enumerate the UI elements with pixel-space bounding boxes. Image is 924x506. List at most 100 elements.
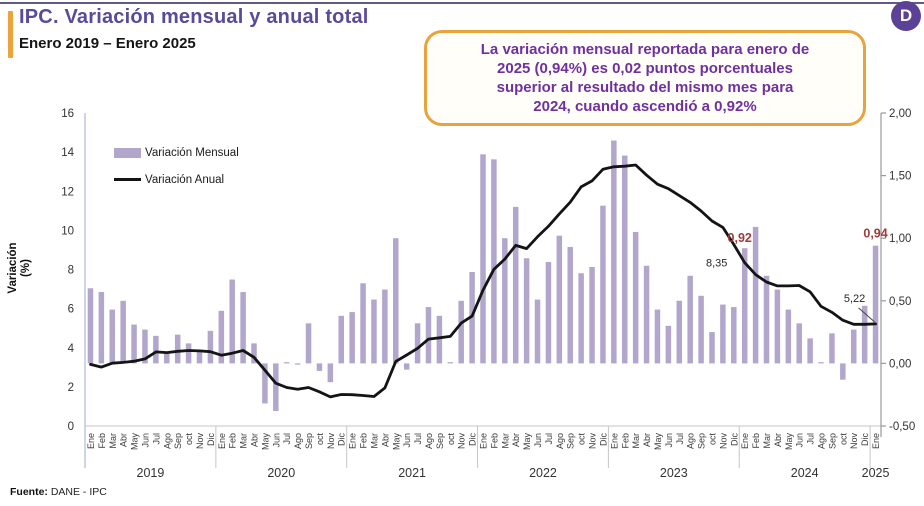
right-axis-tick-label: 0,50 bbox=[889, 296, 911, 308]
bar-mensual bbox=[654, 309, 661, 364]
left-axis-tick-label: 12 bbox=[61, 186, 74, 198]
bar-mensual bbox=[720, 304, 726, 364]
x-tick-label: Ene bbox=[609, 433, 619, 449]
legend-label-anual: Variación Anual bbox=[145, 173, 225, 186]
legend-bar-swatch bbox=[114, 147, 141, 158]
x-tick-label: Nov bbox=[326, 433, 336, 450]
x-tick-label: Dic bbox=[206, 433, 216, 446]
bar-mensual bbox=[338, 315, 344, 364]
bar-mensual bbox=[698, 295, 704, 364]
bar-mensual bbox=[731, 307, 737, 364]
year-label: 2025 bbox=[862, 466, 890, 480]
bar-mensual bbox=[403, 363, 410, 370]
bar-mensual bbox=[872, 245, 879, 364]
bar-mensual bbox=[589, 266, 595, 364]
bar-mensual bbox=[785, 309, 792, 364]
right-axis-tick-label: 0,00 bbox=[889, 358, 911, 370]
x-tick-label: May bbox=[522, 433, 532, 451]
year-label: 2023 bbox=[660, 466, 688, 480]
x-tick-label: Ago bbox=[817, 433, 827, 449]
annotation-leader-line bbox=[858, 307, 875, 323]
bar-mensual bbox=[196, 350, 203, 364]
bar-mensual bbox=[622, 155, 628, 364]
page-subtitle: Enero 2019 – Enero 2025 bbox=[19, 35, 196, 52]
x-tick-label: May bbox=[130, 433, 140, 451]
bar-mensual bbox=[502, 238, 508, 364]
callout-line-4: 2024, cuando ascendió a 0,92% bbox=[533, 98, 757, 115]
callout-line-2: 2025 (0,94%) es 0,02 puntos porcentuales bbox=[497, 60, 793, 77]
year-label: 2021 bbox=[398, 466, 426, 480]
left-axis-tick-label: 2 bbox=[68, 382, 74, 394]
x-tick-label: Jul bbox=[806, 433, 816, 445]
left-axis-tick-label: 8 bbox=[68, 265, 74, 277]
bar-mensual bbox=[185, 343, 192, 364]
bar-mensual bbox=[600, 205, 606, 364]
x-tick-label: Mar bbox=[500, 433, 510, 449]
x-tick-label: Feb bbox=[228, 433, 238, 449]
x-tick-label: May bbox=[260, 433, 270, 451]
x-tick-label: oct bbox=[838, 433, 848, 446]
x-tick-label: Mar bbox=[108, 433, 118, 449]
x-tick-label: Nov bbox=[718, 433, 728, 450]
x-tick-label: Jun bbox=[664, 433, 674, 448]
legend-line-swatch bbox=[114, 178, 141, 181]
x-tick-label: Ene bbox=[86, 433, 96, 449]
bar-mensual bbox=[240, 292, 246, 364]
x-tick-label: Feb bbox=[489, 433, 499, 449]
x-tick-label: Nov bbox=[457, 433, 467, 450]
title-accent-bar bbox=[8, 11, 13, 58]
x-tick-label: Sep bbox=[304, 433, 314, 449]
x-tick-label: Ago bbox=[424, 433, 434, 449]
x-tick-label: Dic bbox=[468, 433, 478, 446]
left-axis-tick-label: 10 bbox=[61, 225, 74, 237]
right-axis-tick-label: 2,00 bbox=[889, 108, 911, 120]
left-axis-tick-label: 16 bbox=[61, 108, 74, 120]
x-tick-label: Nov bbox=[588, 433, 598, 450]
year-label: 2020 bbox=[267, 466, 295, 480]
left-axis-tick-label: 4 bbox=[68, 343, 75, 355]
x-tick-label: Sep bbox=[827, 433, 837, 449]
x-tick-label: Jul bbox=[413, 433, 423, 445]
bar-mensual bbox=[709, 332, 715, 364]
bar-mensual bbox=[218, 310, 225, 364]
x-tick-label: Abr bbox=[250, 433, 260, 447]
x-tick-label: Jun bbox=[271, 433, 281, 448]
x-tick-label: Dic bbox=[860, 433, 870, 446]
left-axis-tick-label: 14 bbox=[61, 147, 74, 159]
bar-mensual bbox=[796, 323, 802, 364]
x-tick-label: Abr bbox=[773, 433, 783, 447]
x-tick-label: Feb bbox=[751, 433, 761, 449]
x-tick-label: Abr bbox=[642, 433, 652, 447]
bar-mensual bbox=[349, 312, 355, 364]
data-annotation: 0,94 bbox=[863, 227, 887, 241]
left-axis-tick-label: 0 bbox=[68, 421, 74, 433]
x-tick-label: Feb bbox=[620, 433, 630, 449]
data-annotation: 0,92 bbox=[728, 231, 752, 245]
bar-mensual bbox=[251, 343, 257, 364]
bar-mensual bbox=[142, 329, 148, 364]
x-tick-label: Ago bbox=[162, 433, 172, 449]
bar-mensual bbox=[98, 292, 105, 364]
x-tick-label: oct bbox=[708, 433, 718, 446]
bar-mensual bbox=[491, 159, 497, 364]
year-label: 2022 bbox=[529, 466, 557, 480]
bar-mensual bbox=[229, 279, 235, 364]
x-tick-label: Ene bbox=[479, 433, 489, 449]
x-tick-label: Mar bbox=[762, 433, 772, 449]
x-tick-label: Ago bbox=[293, 433, 303, 449]
x-tick-label: oct bbox=[577, 433, 587, 446]
x-tick-label: oct bbox=[315, 433, 325, 446]
callout-line-1: La variación mensual reportada para ener… bbox=[480, 41, 810, 58]
x-tick-label: Abr bbox=[119, 433, 129, 447]
x-tick-label: Sep bbox=[566, 433, 576, 449]
bar-mensual bbox=[393, 238, 399, 364]
bar-mensual bbox=[414, 323, 421, 364]
bar-mensual bbox=[316, 363, 323, 371]
bar-mensual bbox=[294, 363, 301, 365]
x-tick-label: Sep bbox=[435, 433, 445, 449]
x-tick-label: Feb bbox=[359, 433, 369, 449]
data-annotation: 5,22 bbox=[844, 293, 865, 305]
bar-mensual bbox=[665, 325, 672, 364]
bar-mensual bbox=[545, 261, 552, 364]
